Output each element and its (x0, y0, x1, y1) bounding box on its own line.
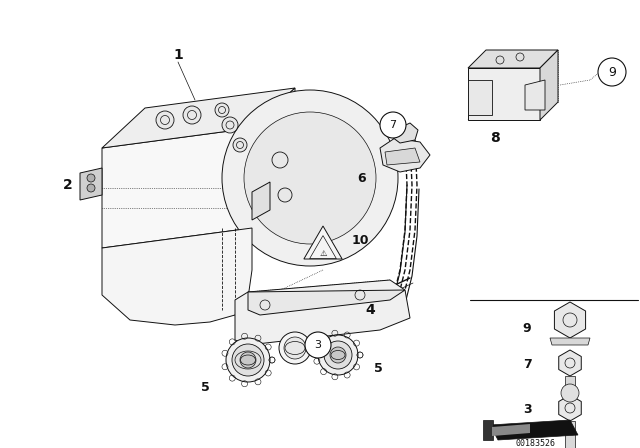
Polygon shape (304, 226, 342, 259)
Circle shape (561, 384, 579, 402)
Text: 8: 8 (490, 131, 500, 145)
Polygon shape (540, 50, 558, 120)
Circle shape (240, 352, 256, 368)
Circle shape (380, 112, 406, 138)
Text: 3: 3 (314, 340, 321, 350)
Text: 1: 1 (173, 48, 183, 62)
Polygon shape (252, 182, 270, 220)
Circle shape (183, 106, 201, 124)
Circle shape (156, 111, 174, 129)
Circle shape (87, 184, 95, 192)
Polygon shape (565, 421, 575, 448)
Polygon shape (483, 420, 493, 440)
Text: 3: 3 (523, 404, 531, 417)
Text: ⚠: ⚠ (319, 249, 327, 258)
Polygon shape (468, 80, 492, 115)
Polygon shape (559, 350, 581, 376)
Circle shape (222, 90, 398, 266)
Circle shape (330, 347, 346, 363)
Circle shape (87, 174, 95, 182)
Text: 5: 5 (200, 382, 209, 395)
Circle shape (318, 335, 358, 375)
Text: 00183526: 00183526 (515, 439, 555, 448)
Polygon shape (385, 148, 420, 165)
Polygon shape (392, 123, 418, 143)
Polygon shape (80, 168, 102, 200)
Text: 4: 4 (365, 303, 375, 317)
Text: 10: 10 (351, 233, 369, 246)
Polygon shape (248, 290, 405, 315)
Circle shape (279, 332, 311, 364)
Circle shape (233, 138, 247, 152)
Polygon shape (252, 88, 295, 228)
Polygon shape (380, 138, 430, 172)
Circle shape (324, 341, 352, 369)
Circle shape (284, 337, 306, 359)
Polygon shape (492, 424, 530, 436)
Polygon shape (235, 280, 410, 345)
Circle shape (226, 338, 270, 382)
Text: 9: 9 (523, 322, 531, 335)
Text: 7: 7 (389, 120, 397, 130)
Polygon shape (102, 128, 252, 248)
Text: 2: 2 (63, 178, 73, 192)
Circle shape (222, 117, 238, 133)
Polygon shape (468, 68, 540, 120)
Circle shape (232, 344, 264, 376)
Polygon shape (525, 80, 545, 110)
Polygon shape (490, 420, 578, 440)
Polygon shape (554, 302, 586, 338)
Text: 5: 5 (374, 362, 382, 375)
Polygon shape (102, 88, 295, 148)
Text: 6: 6 (358, 172, 366, 185)
Polygon shape (102, 228, 252, 325)
Circle shape (215, 103, 229, 117)
Circle shape (305, 332, 331, 358)
Circle shape (244, 112, 376, 244)
Polygon shape (565, 376, 575, 413)
Polygon shape (468, 50, 558, 68)
Circle shape (598, 58, 626, 86)
Text: 9: 9 (608, 65, 616, 78)
Polygon shape (559, 395, 581, 421)
Text: 7: 7 (523, 358, 531, 371)
Polygon shape (550, 338, 590, 345)
